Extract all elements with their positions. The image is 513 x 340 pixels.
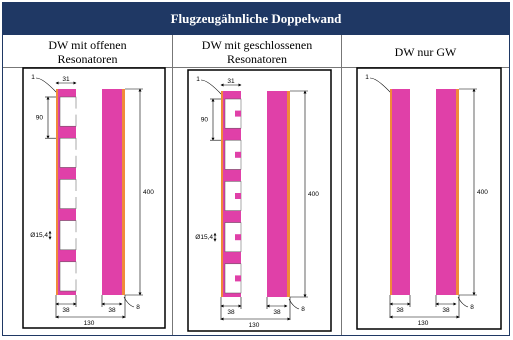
dimension-pitch-label: 90	[36, 115, 44, 122]
dimension-left-wall-label: 38	[62, 307, 70, 314]
column-header-line-1: DW nur GW	[394, 44, 457, 59]
resonator-neck-open	[75, 108, 78, 115]
right-wall-panel	[436, 89, 456, 295]
drawing-panel-2: 1 31 90 Ø15,4 400 38 38 8 130	[187, 69, 332, 332]
dimension-right-wall-label: 38	[442, 307, 450, 314]
resonator-cavity	[59, 137, 77, 168]
resonator-neck-closed	[235, 110, 241, 117]
right-wall-skin	[287, 91, 290, 297]
dimension-gap-label: 8	[470, 304, 474, 311]
drawing-frame	[187, 69, 332, 332]
drawing-frame	[356, 67, 502, 330]
leader-line	[200, 79, 223, 96]
resonator-neck-open	[75, 232, 78, 239]
left-wall-skin	[221, 91, 223, 297]
dimension-left-wall-label: 38	[227, 309, 235, 316]
leader-line	[369, 77, 392, 94]
dimension-diameter-label: Ø15,4	[30, 232, 48, 239]
part-label-1: 1	[196, 76, 200, 83]
dimension-height-label: 400	[143, 189, 154, 196]
right-wall-panel	[267, 91, 287, 297]
column-divider	[172, 35, 173, 335]
resonator-neck-open	[75, 273, 78, 280]
resonator-cavity	[59, 220, 77, 251]
table-title: Flugzeugähnliche Doppelwand	[3, 3, 509, 35]
resonator-neck-closed	[235, 151, 241, 158]
column-header-line-2: Resonatoren	[227, 51, 287, 66]
column-header-line-2: Resonatoren	[57, 51, 118, 66]
part-label-1: 1	[31, 74, 35, 81]
dimension-gap-label: 8	[136, 304, 140, 311]
left-wall-panel	[390, 89, 410, 295]
dimension-total-label: 130	[418, 320, 429, 327]
part-label-1: 1	[365, 74, 369, 81]
leader-line	[457, 296, 469, 308]
resonator-neck-closed	[235, 193, 241, 199]
dimension-top-label: 31	[227, 78, 235, 85]
leader-line	[288, 298, 300, 310]
dimension-diameter-label: Ø15,4	[195, 234, 213, 241]
dimension-top-label: 31	[62, 76, 70, 83]
resonator-neck-open	[75, 191, 78, 197]
leader-line	[123, 296, 135, 308]
dimension-right-wall-label: 38	[273, 309, 281, 316]
resonator-cavity	[59, 261, 77, 292]
drawing-panel-3: 1 400 38 38 8 130	[356, 67, 502, 330]
dimension-height-label: 400	[308, 191, 319, 198]
right-wall-panel	[102, 89, 122, 295]
resonator-neck-open	[75, 149, 78, 156]
right-wall-skin	[122, 89, 125, 295]
leader-line	[35, 77, 58, 94]
column-header-closed-resonators: DW mit geschlossenen Resonatoren	[173, 36, 341, 68]
resonator-cavity	[59, 96, 77, 127]
left-wall-skin	[56, 89, 58, 295]
left-wall-skin	[390, 89, 392, 295]
right-wall-skin	[456, 89, 459, 295]
dimension-gap-label: 8	[301, 306, 305, 313]
drawing-frame	[22, 67, 166, 329]
column-divider	[341, 35, 342, 335]
column-header-line-1: DW mit geschlossenen	[201, 37, 313, 52]
dimension-right-wall-label: 38	[108, 307, 116, 314]
dimension-total-label: 130	[249, 322, 260, 329]
dimension-height-label: 400	[477, 189, 488, 196]
resonator-neck-closed	[235, 234, 241, 241]
dimension-total-label: 130	[84, 320, 95, 327]
dimension-pitch-label: 90	[201, 117, 209, 124]
dimension-left-wall-label: 38	[396, 307, 404, 314]
column-header-line-1: DW mit offenen	[48, 37, 127, 52]
drawing-panel-1: 1 31 90 Ø15,4 400 38 38 8 130	[22, 67, 166, 329]
resonator-cavity	[59, 179, 77, 209]
resonator-neck-closed	[235, 275, 241, 282]
